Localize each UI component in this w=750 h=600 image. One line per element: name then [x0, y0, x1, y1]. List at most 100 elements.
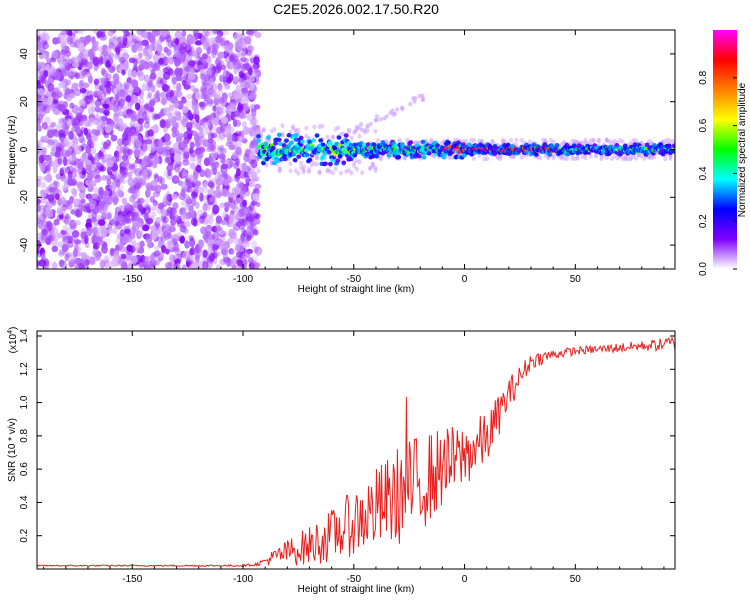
- heatmap-cell: [174, 30, 182, 40]
- heatmap-cell: [594, 153, 599, 159]
- heatmap-cell: [62, 45, 70, 53]
- heatmap-cell: [241, 235, 246, 245]
- heatmap-cell: [172, 238, 178, 246]
- heatmap-cell: [41, 42, 50, 50]
- heatmap-cell: [204, 127, 211, 136]
- heatmap-cell: [390, 108, 395, 113]
- heatmap-cell: [219, 127, 225, 133]
- heatmap-cell: [178, 75, 185, 82]
- heatmap-cell: [137, 204, 144, 212]
- heatmap-cell: [201, 77, 207, 86]
- heatmap-cell: [157, 138, 163, 147]
- heatmap-cell: [148, 99, 156, 107]
- heatmap-cell: [189, 248, 194, 256]
- heatmap-cell: [189, 141, 195, 149]
- heatmap-cell: [138, 261, 145, 269]
- heatmap-cell: [81, 237, 88, 245]
- heatmap-cell: [365, 128, 370, 134]
- heatmap-cell: [89, 180, 97, 187]
- heatmap-cell: [202, 211, 208, 219]
- heatmap-cell: [202, 40, 209, 50]
- heatmap-cell: [207, 197, 215, 206]
- heatmap-cell: [88, 204, 95, 210]
- heatmap-cell: [95, 231, 101, 238]
- heatmap-cell: [231, 263, 238, 269]
- heatmap-cell: [173, 262, 179, 269]
- heatmap-cell: [104, 124, 112, 134]
- heatmap-cell: [125, 214, 130, 224]
- heatmap-cell: [416, 154, 422, 159]
- heatmap-cell: [234, 40, 240, 50]
- heatmap-cell: [234, 244, 241, 253]
- heatmap-cell: [55, 102, 61, 110]
- heatmap-cell: [190, 36, 196, 44]
- colorbar-bar: [713, 30, 737, 269]
- heatmap-cell: [119, 101, 125, 109]
- heatmap-cell: [446, 140, 451, 145]
- heatmap-cell: [247, 158, 255, 165]
- heatmap-cell: [74, 198, 80, 206]
- heatmap-cell: [395, 107, 400, 112]
- heatmap-cell: [61, 58, 68, 66]
- heatmap-cell: [234, 186, 241, 194]
- heatmap-cell: [173, 153, 182, 163]
- heatmap-cell: [252, 193, 260, 202]
- heatmap-cell: [519, 137, 524, 143]
- heatmap-cell: [100, 116, 108, 122]
- heatmap-cell: [252, 229, 259, 236]
- heatmap-cell: [118, 98, 126, 107]
- heatmap-cell: [72, 258, 78, 265]
- heatmap-cell: [460, 142, 466, 147]
- heatmap-cell: [235, 30, 243, 38]
- heatmap-cell: [114, 220, 120, 227]
- heatmap-cell: [215, 263, 221, 269]
- heatmap-cell: [371, 142, 377, 147]
- heatmap-cell: [93, 90, 101, 97]
- heatmap-cell: [116, 151, 122, 160]
- heatmap-cell: [96, 235, 103, 242]
- heatmap-cell: [209, 77, 214, 86]
- heatmap-cell: [174, 129, 180, 137]
- heatmap-cell: [250, 240, 258, 249]
- heatmap-cell: [147, 91, 153, 99]
- heatmap-cell: [118, 89, 126, 98]
- heatmap-cell: [137, 117, 144, 125]
- heatmap-cell: [87, 106, 95, 115]
- heatmap-cell: [251, 108, 257, 117]
- heatmap-cell: [171, 76, 178, 85]
- heatmap-cell: [47, 193, 55, 202]
- heatmap-cell: [71, 230, 80, 238]
- heatmap-cell: [101, 49, 109, 56]
- heatmap-cell: [51, 145, 57, 155]
- heatmap-cell: [247, 45, 255, 52]
- heatmap-cell: [337, 154, 343, 159]
- heatmap-cell: [72, 117, 81, 126]
- heatmap-cell: [114, 244, 120, 252]
- heatmap-cell: [71, 56, 76, 63]
- heatmap-cell: [103, 258, 110, 269]
- heatmap-cell: [55, 173, 62, 180]
- heatmap-cell: [101, 174, 107, 181]
- heatmap-cell: [139, 96, 145, 105]
- heatmap-cell: [336, 135, 342, 140]
- heatmap-cell: [54, 150, 61, 158]
- heatmap-cell: [75, 210, 81, 217]
- heatmap-cell: [610, 156, 615, 162]
- heatmap-cell: [328, 161, 333, 167]
- heatmap-cell: [248, 67, 253, 76]
- chart-title: C2E5.2026.002.17.50.R20: [273, 1, 439, 17]
- heatmap-cell: [134, 246, 141, 254]
- snr-series-line: [37, 336, 675, 568]
- heatmap-cell: [178, 67, 183, 77]
- heatmap-cell: [39, 61, 46, 68]
- heatmap-cell: [131, 70, 138, 78]
- heatmap-cell: [81, 53, 89, 61]
- heatmap-cell: [186, 93, 193, 100]
- heatmap-cell: [108, 42, 115, 50]
- heatmap-cell: [121, 261, 128, 269]
- heatmap-cell: [69, 41, 77, 48]
- heatmap-cell: [50, 237, 58, 247]
- heatmap-cell: [117, 110, 125, 117]
- heatmap-cell: [157, 70, 165, 80]
- heatmap-cell: [53, 86, 61, 94]
